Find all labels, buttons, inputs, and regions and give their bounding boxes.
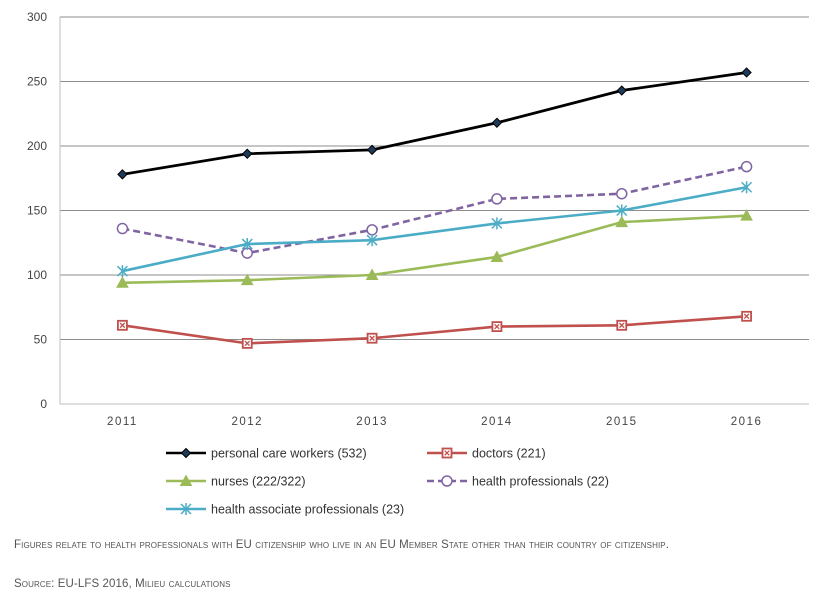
x-tick-label: 2016	[731, 416, 763, 428]
legend-entry: nurses (222/322)	[166, 474, 306, 489]
y-tick-label: 50	[34, 333, 48, 347]
series-3	[116, 160, 753, 259]
data-point	[741, 67, 752, 78]
data-point	[616, 85, 627, 96]
legend-entry: doctors (221)	[427, 447, 546, 461]
data-point	[616, 319, 628, 331]
data-point	[441, 447, 453, 459]
data-point	[741, 181, 753, 194]
series-line	[122, 71, 747, 176]
data-point	[365, 268, 379, 280]
legend-entry: health associate professionals (23)	[166, 503, 404, 517]
series-4	[116, 181, 753, 278]
legend-label: doctors (221)	[472, 447, 546, 461]
data-point	[491, 117, 503, 128]
legend-label: health associate professionals (23)	[211, 503, 404, 517]
source-note: Source: EU-LFS 2016, Milieu calculations	[14, 578, 231, 590]
x-tick-label: 2014	[481, 416, 513, 428]
data-point	[366, 234, 378, 247]
series-2	[116, 209, 753, 288]
data-point	[116, 222, 129, 235]
series-line	[122, 186, 747, 273]
data-point	[117, 169, 128, 180]
data-point	[490, 250, 504, 262]
data-point	[180, 447, 192, 459]
data-point	[616, 187, 628, 200]
data-point	[366, 332, 378, 344]
y-tick-label: 200	[27, 139, 47, 153]
data-point	[180, 503, 192, 515]
legend-entry: personal care workers (532)	[166, 447, 367, 461]
y-tick-label: 300	[27, 10, 47, 24]
data-point	[179, 474, 193, 486]
series-lines	[116, 67, 753, 349]
data-point	[491, 217, 503, 230]
series-line	[122, 314, 747, 345]
y-tick-label: 100	[27, 268, 47, 282]
series-1	[117, 310, 752, 349]
data-point	[740, 160, 753, 173]
legend: personal care workers (532) doctors (221)…	[166, 447, 609, 517]
figure-note: Figures relate to health professionals w…	[14, 539, 670, 551]
data-point	[491, 193, 503, 205]
x-tick-label: 2015	[606, 416, 638, 428]
data-point	[366, 224, 378, 236]
series-0	[117, 67, 752, 180]
series-line	[122, 214, 747, 285]
y-axis-tick-labels: 0 50 100 150 200 250 300	[27, 10, 47, 411]
data-point	[615, 215, 629, 228]
legend-label: nurses (222/322)	[211, 475, 306, 489]
legend-label: health professionals (22)	[472, 475, 609, 489]
x-tick-label: 2011	[107, 416, 138, 428]
legend-label: personal care workers (532)	[211, 447, 367, 461]
legend-entry: health professionals (22)	[427, 475, 609, 489]
x-tick-label: 2013	[356, 416, 388, 428]
x-axis-tick-labels: 2011 2012 2013 2014 2015 2016	[107, 416, 763, 428]
data-point	[242, 148, 253, 159]
x-tick-label: 2012	[231, 416, 263, 428]
data-point	[491, 321, 503, 333]
y-tick-label: 0	[40, 397, 47, 411]
y-tick-label: 150	[27, 204, 47, 218]
y-tick-label: 250	[27, 75, 47, 89]
data-point	[441, 475, 453, 487]
series-line	[122, 165, 747, 255]
data-point	[741, 310, 752, 322]
data-point	[740, 209, 753, 221]
data-point	[241, 238, 253, 251]
data-point	[240, 273, 254, 286]
data-point	[116, 265, 128, 278]
data-point	[116, 276, 129, 288]
data-point	[117, 319, 128, 331]
data-point	[241, 337, 253, 349]
gridlines	[59, 16, 809, 405]
data-point	[366, 144, 378, 156]
data-point	[616, 204, 628, 217]
